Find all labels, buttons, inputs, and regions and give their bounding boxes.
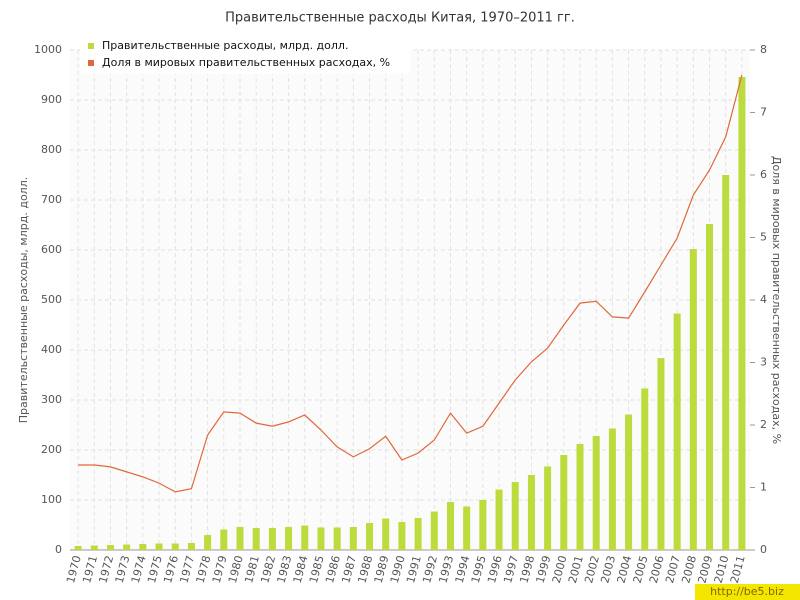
bar: [722, 175, 730, 550]
bar: [187, 543, 195, 550]
legend-swatch: [88, 60, 94, 66]
bar: [673, 313, 681, 550]
y-axis-label: Правительственные расходы, млрд. долл.: [17, 177, 30, 423]
bar: [74, 546, 82, 550]
bar: [398, 522, 406, 550]
bar: [495, 489, 503, 550]
bar: [414, 518, 422, 550]
line: [78, 74, 743, 493]
bar: [544, 466, 552, 550]
legend-label: Правительственные расходы, млрд. долл.: [102, 39, 348, 52]
bar: [123, 544, 131, 550]
bar: [446, 502, 454, 550]
bar: [625, 414, 633, 550]
bar: [301, 525, 309, 550]
bar: [106, 545, 114, 550]
y-tick-label: 400: [41, 343, 62, 356]
legend-box: [80, 36, 410, 74]
bar: [317, 527, 325, 550]
legend-label: Доля в мировых правительственных расхода…: [102, 56, 390, 69]
bar: [592, 436, 600, 550]
y2-tick-label: 4: [760, 293, 767, 306]
y-tick-label: 200: [41, 443, 62, 456]
bar: [706, 224, 714, 550]
y2-tick-label: 8: [760, 43, 767, 56]
bar: [349, 527, 357, 550]
bar: [268, 528, 276, 550]
bar: [236, 527, 244, 550]
bar: [366, 523, 374, 550]
bar: [285, 527, 293, 550]
legend: Правительственные расходы, млрд. долл. До…: [80, 36, 410, 74]
y-tick-label: 600: [41, 243, 62, 256]
bar: [576, 444, 584, 550]
watermark: http://be5.biz: [710, 585, 784, 598]
bar: [382, 518, 390, 550]
bar: [252, 528, 260, 550]
y-tick-label: 0: [55, 543, 62, 556]
y2-axis-label: Доля в мировых правительственных расхода…: [770, 156, 783, 444]
y-tick-label: 1000: [34, 43, 62, 56]
bar: [155, 543, 163, 550]
y-tick-label: 500: [41, 293, 62, 306]
bar: [657, 358, 665, 550]
chart-title: Правительственные расходы Китая, 1970–20…: [225, 11, 575, 26]
bar: [430, 511, 438, 550]
y2-tick-label: 5: [760, 231, 767, 244]
bar: [560, 455, 568, 550]
y2-tick-label: 1: [760, 481, 767, 494]
bar: [333, 527, 341, 550]
y-tick-label: 700: [41, 193, 62, 206]
y-tick-label: 900: [41, 93, 62, 106]
bar: [527, 475, 535, 550]
y2-tick-label: 7: [760, 106, 767, 119]
watermark-bg: [695, 584, 800, 600]
legend-swatch: [88, 43, 94, 49]
bar: [204, 535, 212, 550]
y2-tick-label: 2: [760, 418, 767, 431]
y2-tick-label: 3: [760, 356, 767, 369]
y-tick-label: 800: [41, 143, 62, 156]
bar: [90, 545, 98, 550]
bar: [641, 388, 649, 550]
y2-tick-label: 0: [760, 543, 767, 556]
bar: [220, 529, 228, 550]
bar: [171, 543, 179, 550]
bar: [463, 506, 471, 550]
bar: [511, 482, 519, 550]
y2-tick-label: 6: [760, 168, 767, 181]
bar: [479, 500, 487, 550]
y-tick-label: 300: [41, 393, 62, 406]
bar: [139, 544, 147, 550]
bar: [738, 77, 746, 550]
y-tick-label: 100: [41, 493, 62, 506]
bar: [608, 428, 616, 550]
bar: [689, 249, 697, 550]
